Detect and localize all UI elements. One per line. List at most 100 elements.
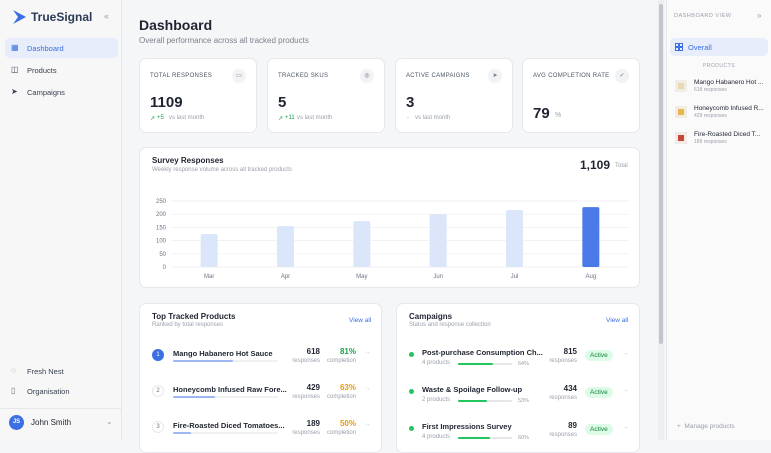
kpi-label: TRACKED SKUS <box>278 73 329 79</box>
progress-track <box>173 432 278 434</box>
nav-icon[interactable]: ▦ <box>11 43 19 52</box>
progress-track <box>173 360 278 362</box>
campaign-name[interactable]: Waste & Spoilage Follow-up <box>422 385 523 394</box>
completion: 63% <box>339 383 356 392</box>
status-pill[interactable]: Active <box>585 424 613 435</box>
campaign-products: 2 products <box>422 397 451 403</box>
progress-fill <box>458 437 491 439</box>
kpi-trend: ↗ <box>150 116 156 122</box>
kpi-note: vs last month <box>297 115 333 121</box>
y-tick-label: 200 <box>156 212 167 218</box>
logo <box>13 10 26 24</box>
product-name[interactable]: Honeycomb Infused Raw Fore... <box>173 385 287 394</box>
user-name[interactable]: John Smith <box>31 418 72 427</box>
product-thumb <box>675 80 687 92</box>
bar <box>582 207 600 267</box>
y-tick-label: 100 <box>156 239 167 245</box>
overall-bg[interactable] <box>670 38 768 56</box>
progress-label: 64% <box>518 361 530 367</box>
kpi-value: 5 <box>278 94 287 111</box>
nav-active-bg <box>5 38 118 58</box>
org-icon: ◌ <box>11 366 16 375</box>
progress-track <box>173 396 278 398</box>
expand[interactable]: » <box>757 11 762 20</box>
sidebar: TrueSignal « ▦ Dashboard ◫ Products ➤ Campaig… <box>0 0 122 440</box>
bar-chart: 0 50 100 150 200 250 Mar Apr May Jun Jul Aug <box>156 199 629 280</box>
product-name[interactable]: Honeycomb Infused R... <box>694 105 764 112</box>
manage-products[interactable]: + Manage products <box>677 423 735 430</box>
responses: 434 <box>563 384 577 393</box>
responses: 618 <box>306 347 320 356</box>
status-pill[interactable]: Active <box>585 350 613 361</box>
campaigns-card: Campaigns Status and response collection… <box>396 303 640 453</box>
campaign-name[interactable]: First Impressions Survey <box>422 422 512 431</box>
status-dot <box>409 389 414 394</box>
product-name[interactable]: Fire-Roasted Diced T... <box>694 131 761 138</box>
view-all[interactable]: View all <box>349 317 372 324</box>
kpi-unit: % <box>555 112 562 119</box>
product-sub: 189 responses <box>694 139 727 145</box>
chart-title: Survey Responses <box>152 156 224 165</box>
row-arrow[interactable]: → <box>622 424 629 431</box>
manage-label[interactable]: Manage products <box>684 423 735 430</box>
kpi-icon: ◎ <box>360 69 374 83</box>
kpi-label: TOTAL RESPONSES <box>150 73 213 79</box>
x-tick-label: Jul <box>511 274 519 280</box>
row-arrow[interactable]: → <box>364 385 371 392</box>
collapse[interactable]: « <box>104 11 110 21</box>
product-sub: 618 responses <box>694 87 727 93</box>
page-subtitle: Overall performance across all tracked p… <box>139 36 309 45</box>
campaign-products: 4 products <box>422 360 451 366</box>
chevron: ⌄ <box>106 417 113 426</box>
row-arrow[interactable]: → <box>622 387 629 394</box>
progress-label: 60% <box>518 435 530 441</box>
section-label: PRODUCTS <box>702 63 736 69</box>
kpi-trend: ↗ <box>278 116 284 122</box>
bar <box>200 234 218 267</box>
row-arrow[interactable]: → <box>364 349 371 356</box>
product-name[interactable]: Fire-Roasted Diced Tomatoes... <box>173 421 285 430</box>
progress-fill <box>458 363 493 365</box>
overall[interactable]: Overall <box>688 43 712 52</box>
progress-track <box>458 437 512 439</box>
org-item[interactable]: Fresh Nest <box>27 367 64 376</box>
kpi-card: TRACKED SKUS ◎ 5 ↗ +11 vs last month <box>267 58 385 133</box>
status-dot <box>409 352 414 357</box>
row-arrow[interactable]: → <box>364 421 371 428</box>
nav-item[interactable]: Dashboard <box>27 44 64 53</box>
chart-total-label: Total <box>615 163 628 169</box>
kpi-value: 1109 <box>150 94 183 111</box>
products-card: Top Tracked Products Ranked by total res… <box>139 303 382 453</box>
bar <box>353 221 371 267</box>
card-subtitle: Ranked by total responses <box>152 322 224 328</box>
org-item[interactable]: Organisation <box>27 387 70 396</box>
campaign-name[interactable]: Post-purchase Consumption Ch... <box>422 348 543 357</box>
scrollbar[interactable] <box>658 0 664 440</box>
bar <box>429 214 447 267</box>
row-arrow[interactable]: → <box>622 350 629 357</box>
nav-item[interactable]: Campaigns <box>27 88 65 97</box>
kpi-icon: ✓ <box>615 69 629 83</box>
nav-icon[interactable]: ➤ <box>11 87 18 96</box>
panel-title: DASHBOARD VIEW <box>674 13 732 19</box>
responses-label: responses <box>292 430 320 436</box>
product-name[interactable]: Mango Habanero Hot Sauce <box>173 349 273 358</box>
responses-label: responses <box>292 358 320 364</box>
nav-item[interactable]: Products <box>27 66 57 75</box>
chart-card: Survey Responses Weekly response volume … <box>139 147 640 288</box>
grid-icon <box>675 43 683 51</box>
status-dot <box>409 426 414 431</box>
status-pill[interactable]: Active <box>585 387 613 398</box>
kpi-label: ACTIVE CAMPAIGNS <box>406 73 470 79</box>
rank: 3 <box>152 421 164 433</box>
y-tick-label: 50 <box>159 252 166 258</box>
nav-icon[interactable]: ◫ <box>11 65 19 74</box>
product-name[interactable]: Mango Habanero Hot ... <box>694 79 764 86</box>
kpi-icon: ▭ <box>232 69 246 83</box>
avatar: JS <box>9 415 24 430</box>
kpi-note: vs last month <box>415 115 451 121</box>
responses: 429 <box>306 383 320 392</box>
y-tick-label: 150 <box>156 225 167 231</box>
view-all[interactable]: View all <box>606 317 629 324</box>
